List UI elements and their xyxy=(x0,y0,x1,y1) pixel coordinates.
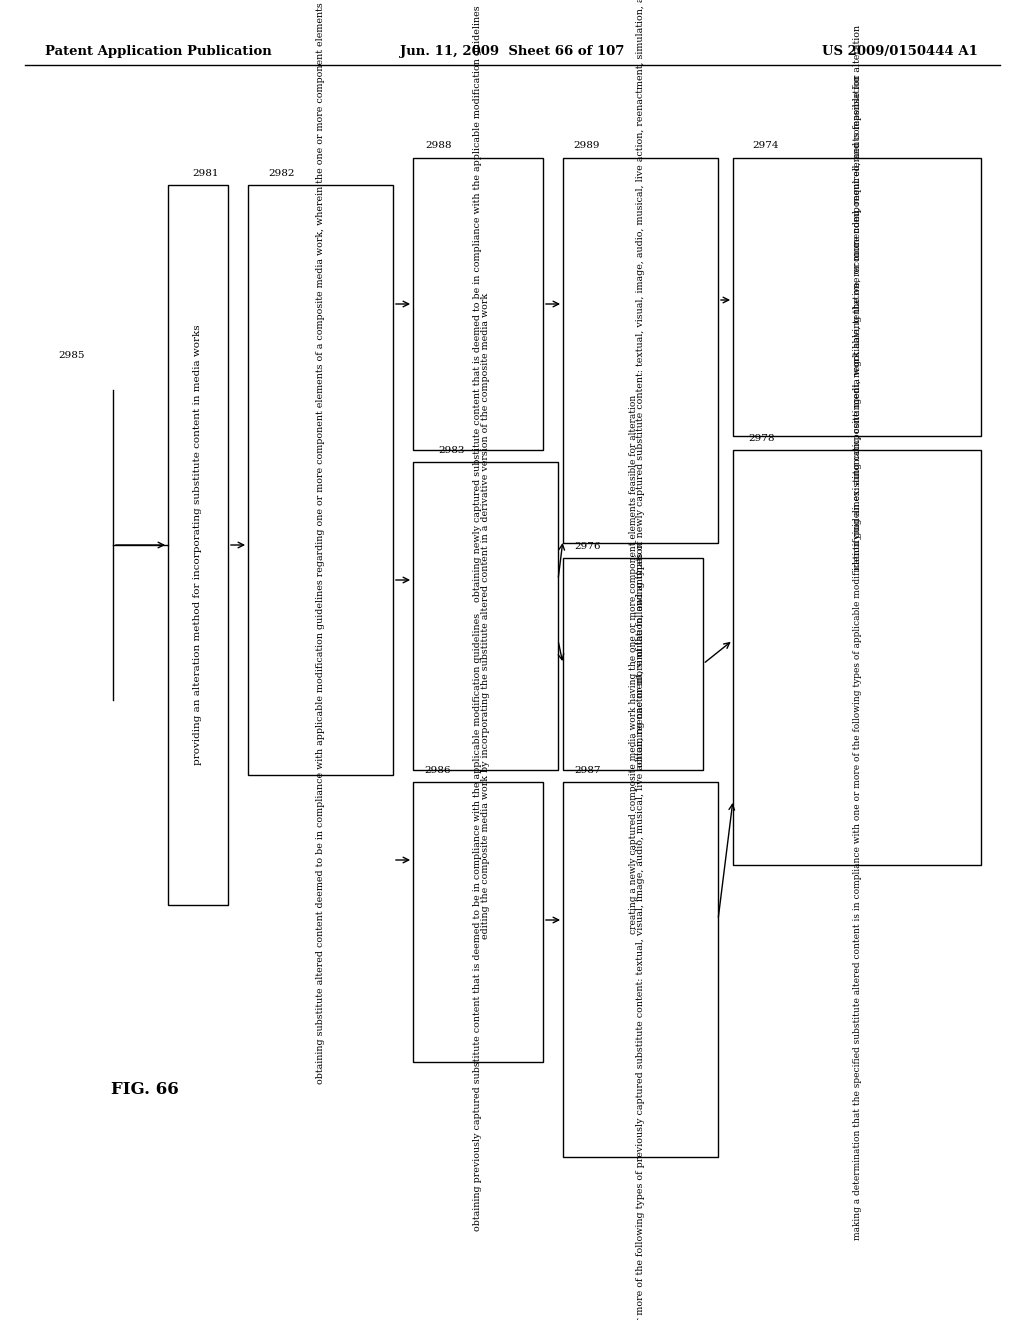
Text: obtaining newly captured substitute content that is deemed to be in compliance w: obtaining newly captured substitute cont… xyxy=(473,5,482,602)
Bar xyxy=(733,158,981,436)
Text: 2982: 2982 xyxy=(268,169,295,178)
Text: 2987: 2987 xyxy=(574,766,600,775)
Text: making a determination that the specified substitute altered content is in compl: making a determination that the specifie… xyxy=(853,75,861,1239)
Text: 2978: 2978 xyxy=(748,434,774,444)
Bar xyxy=(413,462,558,770)
Bar xyxy=(563,158,718,543)
Text: identifying an existing composite media work having the one or more component el: identifying an existing composite media … xyxy=(853,25,861,569)
Bar xyxy=(413,158,543,450)
Text: FIG. 66: FIG. 66 xyxy=(112,1081,179,1098)
Text: editing the composite media work by incorporating the substitute altered content: editing the composite media work by inco… xyxy=(481,293,490,939)
Text: 2976: 2976 xyxy=(574,543,600,550)
Bar xyxy=(248,185,393,775)
Bar xyxy=(413,781,543,1063)
Text: 2983: 2983 xyxy=(438,446,465,455)
Text: 2986: 2986 xyxy=(424,766,451,775)
Text: obtaining one or more of the following types of newly captured substitute conten: obtaining one or more of the following t… xyxy=(636,0,645,767)
Text: creating a newly captured composite media work having the one or more component : creating a newly captured composite medi… xyxy=(629,395,638,933)
Bar xyxy=(168,185,228,906)
Bar xyxy=(563,558,703,770)
Text: 2985: 2985 xyxy=(58,351,85,360)
Text: Patent Application Publication: Patent Application Publication xyxy=(45,45,271,58)
Text: obtaining substitute altered content deemed to be in compliance with applicable : obtaining substitute altered content dee… xyxy=(316,0,325,1084)
Text: Jun. 11, 2009  Sheet 66 of 107: Jun. 11, 2009 Sheet 66 of 107 xyxy=(399,45,625,58)
Text: 2989: 2989 xyxy=(573,141,599,150)
Bar xyxy=(733,450,981,865)
Text: providing an alteration method for incorporating substitute content in media wor: providing an alteration method for incor… xyxy=(194,325,203,766)
Text: US 2009/0150444 A1: US 2009/0150444 A1 xyxy=(822,45,978,58)
Text: obtaining previously captured substitute content that is deemed to be in complia: obtaining previously captured substitute… xyxy=(473,612,482,1232)
Text: 2988: 2988 xyxy=(425,141,452,150)
Text: obtaining one or more of the following types of previously captured substitute c: obtaining one or more of the following t… xyxy=(636,543,645,1320)
Bar xyxy=(563,781,718,1158)
Text: 2974: 2974 xyxy=(752,141,778,150)
Text: 2981: 2981 xyxy=(193,169,218,178)
